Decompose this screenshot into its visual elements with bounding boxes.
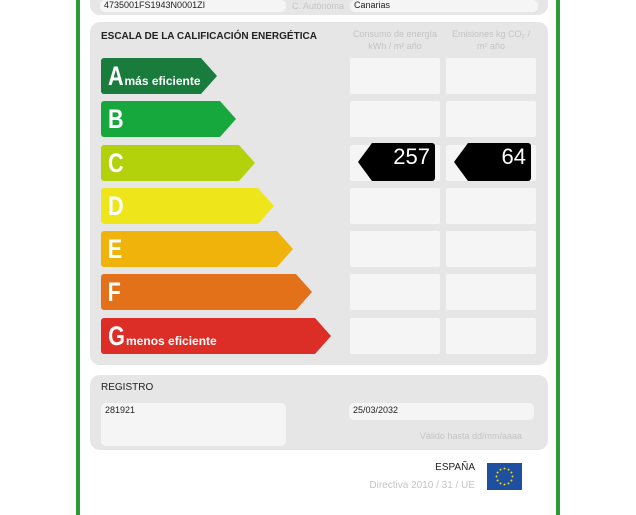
header-panel: 4735001FS1943N0001ZI C. Autónoma Canaria… bbox=[90, 0, 548, 15]
emissions-cell bbox=[446, 58, 536, 94]
country-label: ESPAÑA bbox=[435, 462, 475, 473]
eu-star bbox=[507, 482, 510, 485]
emissions-cell bbox=[446, 274, 536, 310]
rating-bar-b: B bbox=[101, 101, 236, 137]
registro-number-field: 281921 bbox=[101, 403, 286, 446]
eu-star bbox=[503, 483, 506, 486]
eu-star bbox=[510, 479, 513, 482]
directive-label: Directiva 2010 / 31 / UE bbox=[369, 480, 475, 491]
emissions-cell bbox=[446, 101, 536, 137]
registro-title: REGISTRO bbox=[101, 382, 154, 393]
emissions-cell bbox=[446, 188, 536, 224]
rating-letter: B bbox=[107, 103, 124, 134]
rating-bar-c: C bbox=[101, 145, 255, 181]
consumption-cell bbox=[350, 318, 440, 354]
region-field: Canarias bbox=[350, 0, 538, 12]
consumption-header: Consumo de energía kWh / m² año bbox=[352, 29, 438, 51]
emissions-value-tag: 64 bbox=[454, 143, 531, 181]
eu-star bbox=[495, 475, 498, 478]
rating-letter: G bbox=[108, 320, 125, 351]
rating-bar-f: F bbox=[101, 274, 312, 310]
scale-title: ESCALA DE LA CALIFICACIÓN ENERGÉTICA bbox=[101, 31, 317, 42]
rating-letter: C bbox=[107, 147, 124, 178]
rating-caption: menos eficiente bbox=[126, 333, 217, 348]
eu-star bbox=[510, 471, 513, 474]
consumption-value-tag: 257 bbox=[358, 143, 435, 181]
valid-date-field: 25/03/2032 bbox=[349, 403, 534, 420]
emissions-header: Emisiones kg CO₂ / m² año bbox=[451, 29, 531, 51]
eu-flag-icon bbox=[487, 463, 522, 490]
valid-label: Válido hasta dd/mm/aaaa bbox=[419, 431, 522, 441]
eu-star bbox=[499, 468, 502, 471]
region-label: C. Autónoma bbox=[291, 1, 345, 11]
emissions-cell bbox=[446, 231, 536, 267]
consumption-cell bbox=[350, 274, 440, 310]
eu-star bbox=[511, 475, 514, 478]
consumption-cell bbox=[350, 101, 440, 137]
rating-bar-e: E bbox=[101, 231, 293, 267]
reference-field: 4735001FS1943N0001ZI bbox=[100, 0, 286, 12]
eu-star bbox=[496, 479, 499, 482]
emissions-cell bbox=[446, 318, 536, 354]
rating-letter: A bbox=[107, 60, 124, 91]
rating-letter: D bbox=[107, 190, 124, 221]
eu-star bbox=[499, 482, 502, 485]
consumption-cell bbox=[350, 231, 440, 267]
consumption-cell bbox=[350, 58, 440, 94]
rating-bar-d: D bbox=[101, 188, 274, 224]
rating-caption: más eficiente bbox=[124, 73, 201, 88]
rating-letter: E bbox=[107, 233, 123, 264]
eu-star bbox=[496, 471, 499, 474]
rating-letter: F bbox=[107, 276, 121, 307]
certificate-frame bbox=[76, 0, 560, 515]
eu-star bbox=[507, 468, 510, 471]
consumption-cell bbox=[350, 188, 440, 224]
eu-star bbox=[503, 467, 506, 470]
